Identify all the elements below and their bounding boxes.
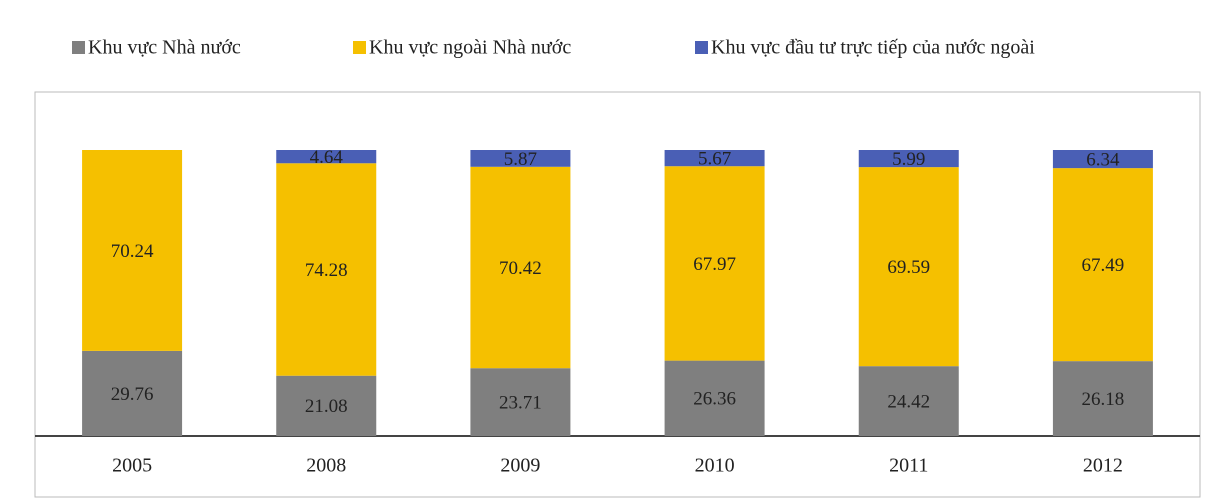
plot-frame — [34, 91, 1201, 498]
x-tick-label: 2005 — [112, 455, 152, 477]
bar-segment — [470, 368, 571, 436]
bar-segment — [858, 167, 959, 367]
data-label: 67.49 — [1082, 255, 1125, 276]
legend-swatch — [353, 41, 366, 54]
data-label: 23.71 — [499, 392, 542, 413]
data-label: 29.76 — [111, 384, 154, 405]
data-label: 5.67 — [698, 148, 731, 169]
x-tick-label: 2011 — [889, 455, 928, 477]
data-label: 26.36 — [693, 389, 736, 410]
bar-segment — [276, 163, 377, 376]
bar-segment — [276, 375, 377, 436]
x-tick-label: 2012 — [1083, 455, 1123, 477]
data-label: 74.28 — [305, 260, 348, 281]
data-label: 70.24 — [111, 241, 154, 262]
legend-label: Khu vực đầu tư trực tiếp của nước ngoài — [711, 37, 1035, 59]
bar-segment — [664, 150, 765, 167]
data-label: 67.97 — [693, 254, 736, 275]
bar-segment — [1052, 168, 1153, 362]
bar-segment — [470, 150, 571, 167]
data-label: 5.99 — [892, 149, 925, 170]
bar-segment — [664, 166, 765, 361]
bar-segment — [470, 166, 571, 369]
x-tick-label: 2009 — [500, 455, 540, 477]
data-label: 21.08 — [305, 396, 348, 417]
bar-segment — [858, 150, 959, 168]
data-label: 70.42 — [499, 258, 542, 279]
bar-segment — [1052, 150, 1153, 169]
x-tick-label: 2008 — [306, 455, 346, 477]
legend-label: Khu vực Nhà nước — [88, 37, 241, 59]
data-label: 5.87 — [504, 149, 537, 170]
legend-label: Khu vực ngoài Nhà nước — [369, 37, 571, 59]
legend-swatch — [695, 41, 708, 54]
data-label: 69.59 — [887, 257, 930, 278]
data-label: 6.34 — [1086, 149, 1120, 170]
bar-segment — [858, 366, 959, 436]
x-tick-label: 2010 — [695, 455, 735, 477]
bar-segment — [82, 150, 183, 351]
bar-segment — [82, 350, 183, 436]
legend-swatch — [72, 41, 85, 54]
bar-segment — [664, 360, 765, 436]
data-label: 24.42 — [887, 391, 930, 412]
data-label: 4.64 — [310, 147, 344, 168]
data-label: 26.18 — [1082, 389, 1125, 410]
bar-segment — [276, 150, 377, 164]
bar-segment — [1052, 361, 1153, 436]
